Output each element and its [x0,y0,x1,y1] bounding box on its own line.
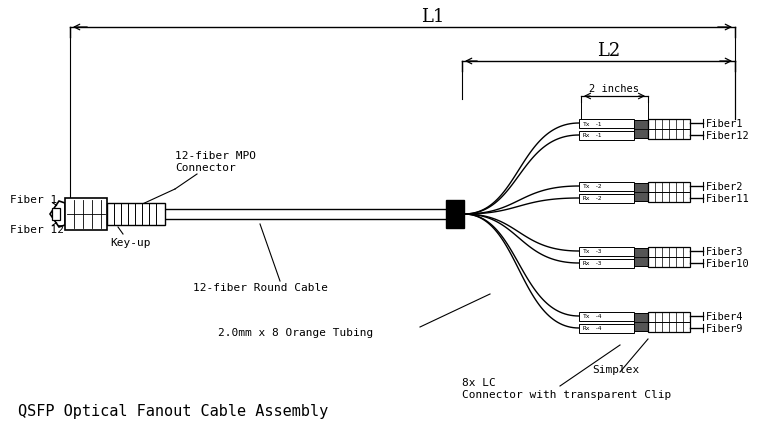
Bar [579,119,634,128]
Bar [648,248,690,268]
Text: Rx: Rx [583,196,591,201]
Bar [579,131,634,140]
Bar [634,248,648,266]
Text: Fiber1: Fiber1 [706,119,744,129]
Text: L1: L1 [421,8,444,26]
Text: -1: -1 [595,121,602,126]
Bar [648,120,690,140]
Text: -2: -2 [595,184,602,189]
Text: Rx: Rx [583,133,591,138]
Bar [579,259,634,268]
Text: Fiber11: Fiber11 [706,193,750,204]
Bar [634,313,648,331]
Text: Fiber 12: Fiber 12 [10,225,64,234]
Text: Fiber12: Fiber12 [706,131,750,141]
Polygon shape [50,201,65,227]
Text: Tx: Tx [583,249,591,254]
Text: 12-fiber MPO
Connector: 12-fiber MPO Connector [175,151,256,173]
Bar [107,204,165,225]
Text: 2 inches: 2 inches [590,84,639,94]
Text: 2.0mm x 8 Orange Tubing: 2.0mm x 8 Orange Tubing [218,327,373,337]
Bar [648,183,690,202]
Text: 12-fiber Round Cable: 12-fiber Round Cable [193,282,328,292]
Text: Fiber9: Fiber9 [706,323,744,333]
Bar [52,208,60,221]
Text: Fiber2: Fiber2 [706,181,744,192]
Text: Fiber10: Fiber10 [706,259,750,268]
Text: Key-up: Key-up [110,237,151,248]
Text: Fiber 1: Fiber 1 [10,195,57,204]
Text: QSFP Optical Fanout Cable Assembly: QSFP Optical Fanout Cable Assembly [18,403,328,418]
Text: Fiber4: Fiber4 [706,311,744,321]
Text: Tx: Tx [583,314,591,319]
Text: -4: -4 [595,314,602,319]
Bar [579,194,634,203]
Bar [579,247,634,256]
Bar [65,199,107,230]
Text: -2: -2 [595,196,602,201]
Text: Fiber3: Fiber3 [706,246,744,256]
Text: 8x LC: 8x LC [462,377,496,387]
Text: L2: L2 [597,42,620,60]
Text: -4: -4 [595,326,602,331]
Bar [579,324,634,333]
Text: -3: -3 [595,249,602,254]
Text: Tx: Tx [583,184,591,189]
Text: -3: -3 [595,261,602,266]
Text: Rx: Rx [583,261,591,266]
Text: Simplex: Simplex [592,364,639,374]
Bar [579,182,634,191]
Text: -1: -1 [595,133,602,138]
Bar [446,201,464,228]
Text: Rx: Rx [583,326,591,331]
Text: Connector with transparent Clip: Connector with transparent Clip [462,389,671,399]
Bar [579,312,634,321]
Text: Tx: Tx [583,121,591,126]
Bar [634,121,648,139]
Bar [648,312,690,332]
Bar [634,184,648,201]
